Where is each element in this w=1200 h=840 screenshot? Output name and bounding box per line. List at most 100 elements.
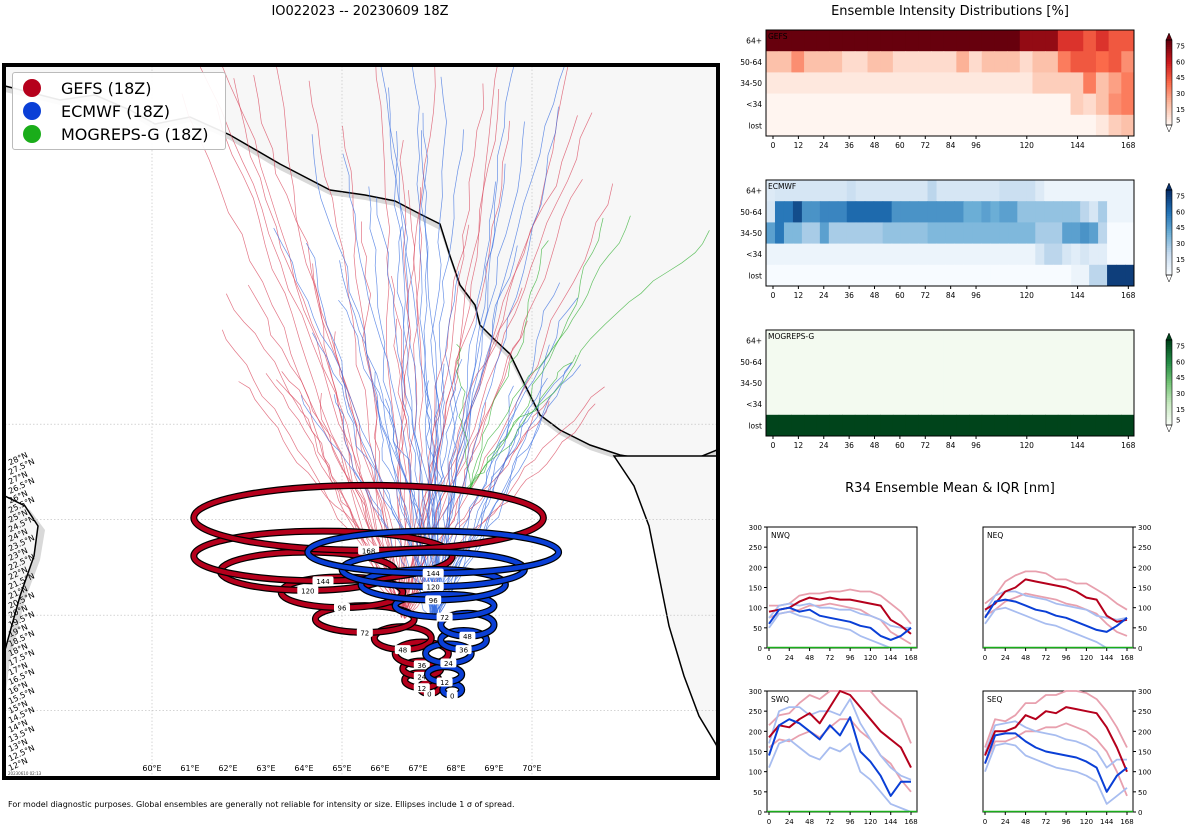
colorbar-step [1166, 348, 1172, 352]
gefs-q1-line [768, 602, 912, 645]
colorbar-step [1166, 386, 1172, 390]
ecmwf-q3-line [984, 590, 1128, 621]
heatmap-cell [1071, 180, 1081, 202]
heatmap-cell [994, 93, 1008, 116]
gefs-track [393, 318, 408, 612]
gefs-ellipse-label-bg [413, 660, 430, 670]
heatmap-cell [1080, 264, 1090, 287]
heatmap-cell [1108, 372, 1122, 395]
heatmap-cell [1070, 72, 1084, 95]
heatmap-cell [1095, 114, 1110, 137]
heatmap-cell [1045, 93, 1059, 116]
gefs-swatch [23, 79, 41, 97]
heatmap-cell [1017, 243, 1027, 266]
heatmap-cell [816, 330, 830, 352]
heatmap-cell [905, 93, 919, 116]
colorbar-label: 30 [1176, 390, 1185, 398]
heatmap-cell [783, 222, 794, 245]
colorbar-step [1166, 241, 1172, 244]
longitude-labels: 60°E 61°E 62°E 63°E 64°E 65°E 66°E 67°E 68°E 69°E… [142, 764, 541, 773]
colorbar-step [1166, 352, 1172, 356]
r34-ytick-label: 150 [749, 585, 762, 593]
heatmap-row-label: 34-50 [740, 79, 762, 88]
gefs-track [253, 75, 407, 612]
colorbar-step [1166, 260, 1172, 263]
lon-label: 60°E [142, 764, 161, 773]
heatmap-cell [855, 180, 866, 202]
heatmap-cell [1089, 222, 1099, 245]
heatmap-cell [1045, 414, 1059, 437]
colorbar-arrow-bottom [1165, 274, 1173, 283]
heatmap-cell [829, 330, 843, 352]
r34-frame [982, 690, 1134, 813]
heatmap-cell [801, 201, 812, 223]
heatmap-cell [1125, 264, 1135, 287]
colorbar-label: 60 [1176, 358, 1185, 366]
heatmap-cell [791, 393, 805, 416]
gefs-ellipse-label: 144 [316, 578, 330, 586]
heatmap-cell [891, 243, 902, 266]
heatmap-cell [1032, 330, 1046, 352]
ecmwf-track [430, 76, 447, 617]
heatmap-cell [956, 414, 970, 437]
heatmap-tick-label: 12 [794, 291, 804, 300]
heatmap-cell [963, 264, 973, 287]
ecmwf-track [338, 299, 438, 616]
heatmap-cell [1098, 243, 1108, 266]
heatmap-tick-label: 24 [819, 141, 829, 150]
heatmap-cell [854, 393, 869, 416]
heatmap-cell [846, 243, 857, 266]
heatmap-cell [1045, 351, 1059, 373]
heatmap-tick-label: 144 [1070, 141, 1085, 150]
colorbar-step [1166, 84, 1172, 88]
gefs-track [404, 66, 569, 616]
heatmap-cell [778, 330, 792, 352]
legend-item-mogreps: MOGREPS-G (18Z) [23, 123, 208, 145]
r34-ytick-label: 250 [749, 544, 762, 552]
ecmwf-mean-line [768, 716, 911, 797]
gefs-ellipse-label: 36 [417, 662, 426, 670]
colorbar-arrow-top [1165, 182, 1173, 191]
heatmap-cell [1098, 180, 1108, 202]
heatmap-cell [1044, 222, 1054, 245]
heatmap-cell [981, 264, 991, 287]
colorbar-step [1166, 76, 1172, 79]
heatmap-cell [930, 393, 945, 416]
heatmap-cell [918, 351, 932, 373]
heatmap-tick-label: 120 [1020, 291, 1035, 300]
heatmap-row-label: lost [748, 121, 762, 130]
heatmap-cell [981, 72, 995, 95]
heatmap-cell [1095, 372, 1110, 395]
heatmap-cell [1032, 414, 1046, 437]
heatmap-cell [1125, 180, 1135, 202]
heatmap-cell [1008, 180, 1018, 202]
colorbar-label: 45 [1176, 374, 1185, 382]
heatmap-cell [981, 372, 995, 395]
gefs-track [276, 66, 406, 612]
colorbar-step [1166, 397, 1172, 400]
colorbar-step [1166, 410, 1172, 413]
heatmap-cell [943, 393, 957, 416]
heatmap-cell [1019, 72, 1033, 95]
heatmap-cell [994, 30, 1008, 52]
ecmwf-q1-line [768, 610, 911, 649]
heatmap-cell [778, 51, 792, 73]
heatmap-cell [766, 72, 780, 95]
heatmap-cell [969, 51, 983, 73]
colorbar-step [1166, 258, 1172, 261]
heatmap-cell [1062, 201, 1072, 223]
heatmap-cell [918, 30, 932, 52]
heatmap-cell [930, 372, 945, 395]
heatmap-cell [828, 180, 839, 202]
colorbar-step [1166, 54, 1172, 58]
heatmap-cell [1083, 351, 1097, 373]
heatmap-cell [1026, 264, 1036, 287]
heatmap-cell [956, 372, 970, 395]
gefs-q3-line [769, 588, 912, 625]
heatmap-cell [1026, 222, 1036, 245]
colorbar-step [1166, 118, 1172, 122]
colorbar-step [1166, 391, 1172, 394]
heatmap-cell [892, 51, 907, 73]
heatmap-cell [1121, 30, 1135, 52]
